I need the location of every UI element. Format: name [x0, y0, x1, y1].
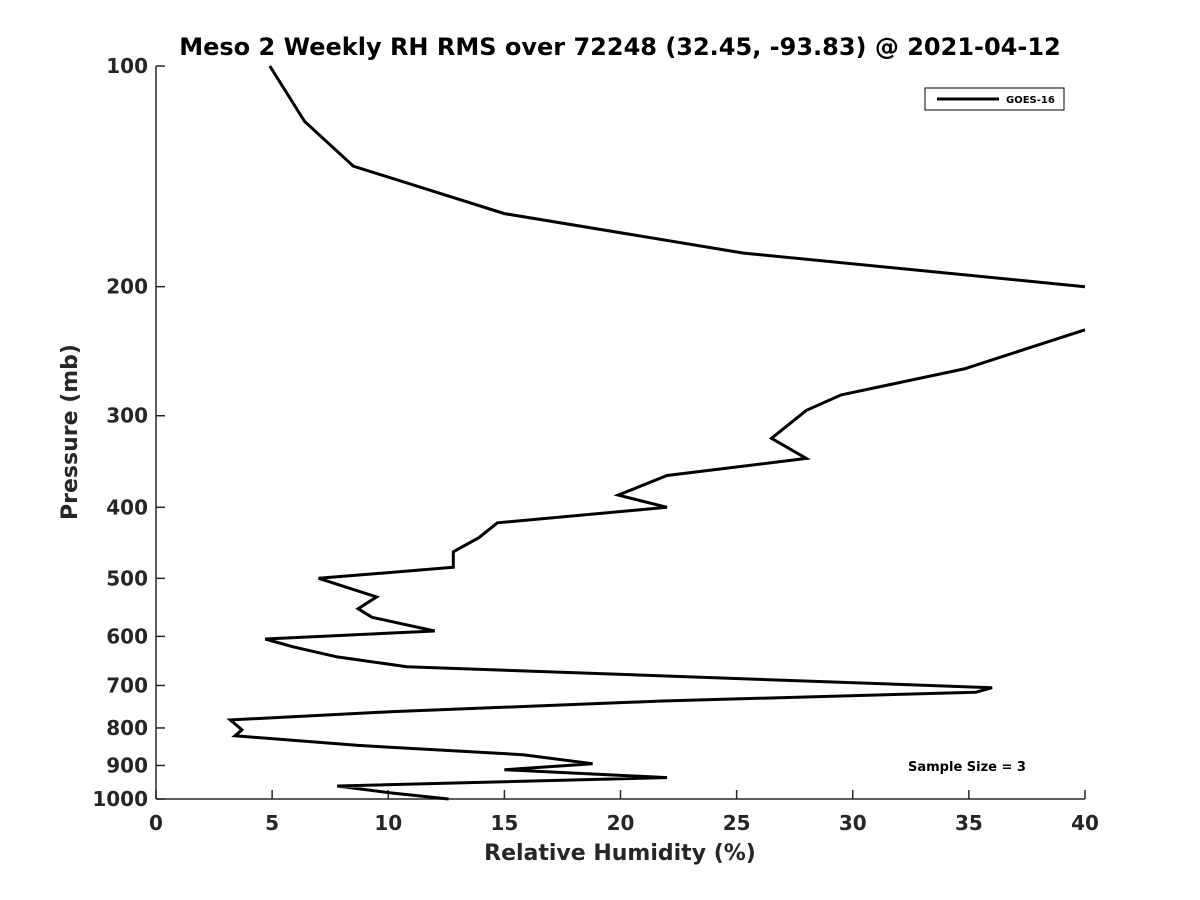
y-tick-label: 700 — [106, 673, 148, 697]
x-tick-label: 15 — [490, 811, 518, 835]
x-tick-label: 40 — [1071, 811, 1099, 835]
plot-area — [226, 65, 1086, 801]
y-tick-label: 100 — [106, 54, 148, 78]
x-tick-label: 20 — [607, 811, 635, 835]
axes: 0 5 10 15 20 25 30 35 40 100 200 300 400 500 600 700 800… — [92, 54, 1099, 835]
series-line-goes16 — [226, 65, 1086, 801]
sample-size-annotation: Sample Size = 3 — [908, 760, 1026, 775]
x-tick-label: 5 — [265, 811, 279, 835]
legend-label-goes16: GOES-16 — [1006, 95, 1055, 106]
y-tick-label: 800 — [106, 716, 148, 740]
y-tick-label: 600 — [106, 624, 148, 648]
y-axis-title: Pressure (mb) — [58, 344, 83, 520]
x-tick-label: 10 — [374, 811, 402, 835]
y-tick-label: 200 — [106, 275, 148, 299]
x-axis-title: Relative Humidity (%) — [484, 841, 756, 866]
x-tick-label: 0 — [149, 811, 163, 835]
y-tick-label: 400 — [106, 495, 148, 519]
y-tick-label: 300 — [106, 404, 148, 428]
x-tick-label: 25 — [723, 811, 751, 835]
y-tick-label: 1000 — [92, 787, 148, 811]
x-tick-label: 30 — [839, 811, 867, 835]
legend: GOES-16 — [924, 87, 1065, 111]
y-tick-label: 900 — [106, 753, 148, 777]
x-tick-label: 35 — [955, 811, 983, 835]
y-tick-label: 500 — [106, 566, 148, 590]
chart-title: Meso 2 Weekly RH RMS over 72248 (32.45, … — [179, 33, 1061, 61]
